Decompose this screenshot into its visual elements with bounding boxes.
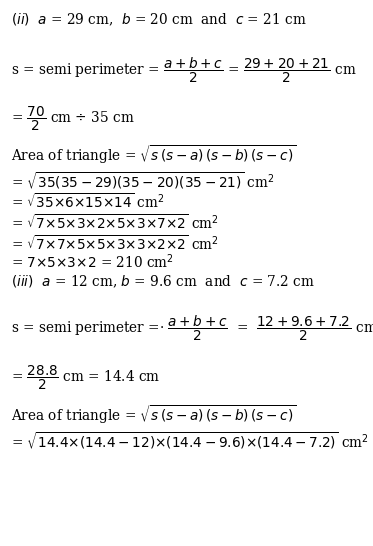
Text: Area of triangle = $\sqrt{s\,(s-a)\,(s-b)\,(s-c)}$: Area of triangle = $\sqrt{s\,(s-a)\,(s-b… bbox=[11, 144, 296, 167]
Text: = $\dfrac{70}{2}$ cm $\div$ 35 cm: = $\dfrac{70}{2}$ cm $\div$ 35 cm bbox=[11, 105, 135, 133]
Text: = $\sqrt{7{\times}7{\times}5{\times}5{\times}3{\times}3{\times}2{\times}2}$ cm$^: = $\sqrt{7{\times}7{\times}5{\times}5{\t… bbox=[11, 234, 219, 253]
Text: s = semi perimeter =· $\dfrac{a+b+c}{2}$  =  $\dfrac{12+9.6+7.2}{2}$ cm: s = semi perimeter =· $\dfrac{a+b+c}{2}$… bbox=[11, 314, 373, 343]
Text: $(ii)$  $a$ = 29 cm,  $b$ = 20 cm  and  $c$ = 21 cm: $(ii)$ $a$ = 29 cm, $b$ = 20 cm and $c$ … bbox=[11, 12, 307, 28]
Text: = $\sqrt{35{\times}6{\times}15{\times}14}$ cm$^2$: = $\sqrt{35{\times}6{\times}15{\times}14… bbox=[11, 192, 165, 211]
Text: = $\sqrt{7{\times}5{\times}3{\times}2{\times}5{\times}3{\times}7{\times}2}$ cm$^: = $\sqrt{7{\times}5{\times}3{\times}2{\t… bbox=[11, 213, 219, 232]
Text: = $7{\times}5{\times}3{\times}2$ = 210 cm$^2$: = $7{\times}5{\times}3{\times}2$ = 210 c… bbox=[11, 253, 174, 271]
Text: = $\sqrt{14.4{\times}(14.4-12){\times}(14.4-9.6){\times}(14.4-7.2)}$ cm$^2$: = $\sqrt{14.4{\times}(14.4-12){\times}(1… bbox=[11, 431, 369, 453]
Text: $(iii)$  $a$ = 12 cm, $b$ = 9.6 cm  and  $c$ = 7.2 cm: $(iii)$ $a$ = 12 cm, $b$ = 9.6 cm and $c… bbox=[11, 274, 315, 290]
Text: Area of triangle = $\sqrt{s\,(s-a)\,(s-b)\,(s-c)}$: Area of triangle = $\sqrt{s\,(s-a)\,(s-b… bbox=[11, 403, 296, 426]
Text: = $\dfrac{28.8}{2}$ cm = 14.4 cm: = $\dfrac{28.8}{2}$ cm = 14.4 cm bbox=[11, 364, 160, 393]
Text: s = semi perimeter = $\dfrac{a+b+c}{2}$ = $\dfrac{29+20+21}{2}$ cm: s = semi perimeter = $\dfrac{a+b+c}{2}$ … bbox=[11, 56, 357, 85]
Text: = $\sqrt{35(35-29)(35-20)(35-21)}$ cm$^2$: = $\sqrt{35(35-29)(35-20)(35-21)}$ cm$^2… bbox=[11, 171, 275, 192]
